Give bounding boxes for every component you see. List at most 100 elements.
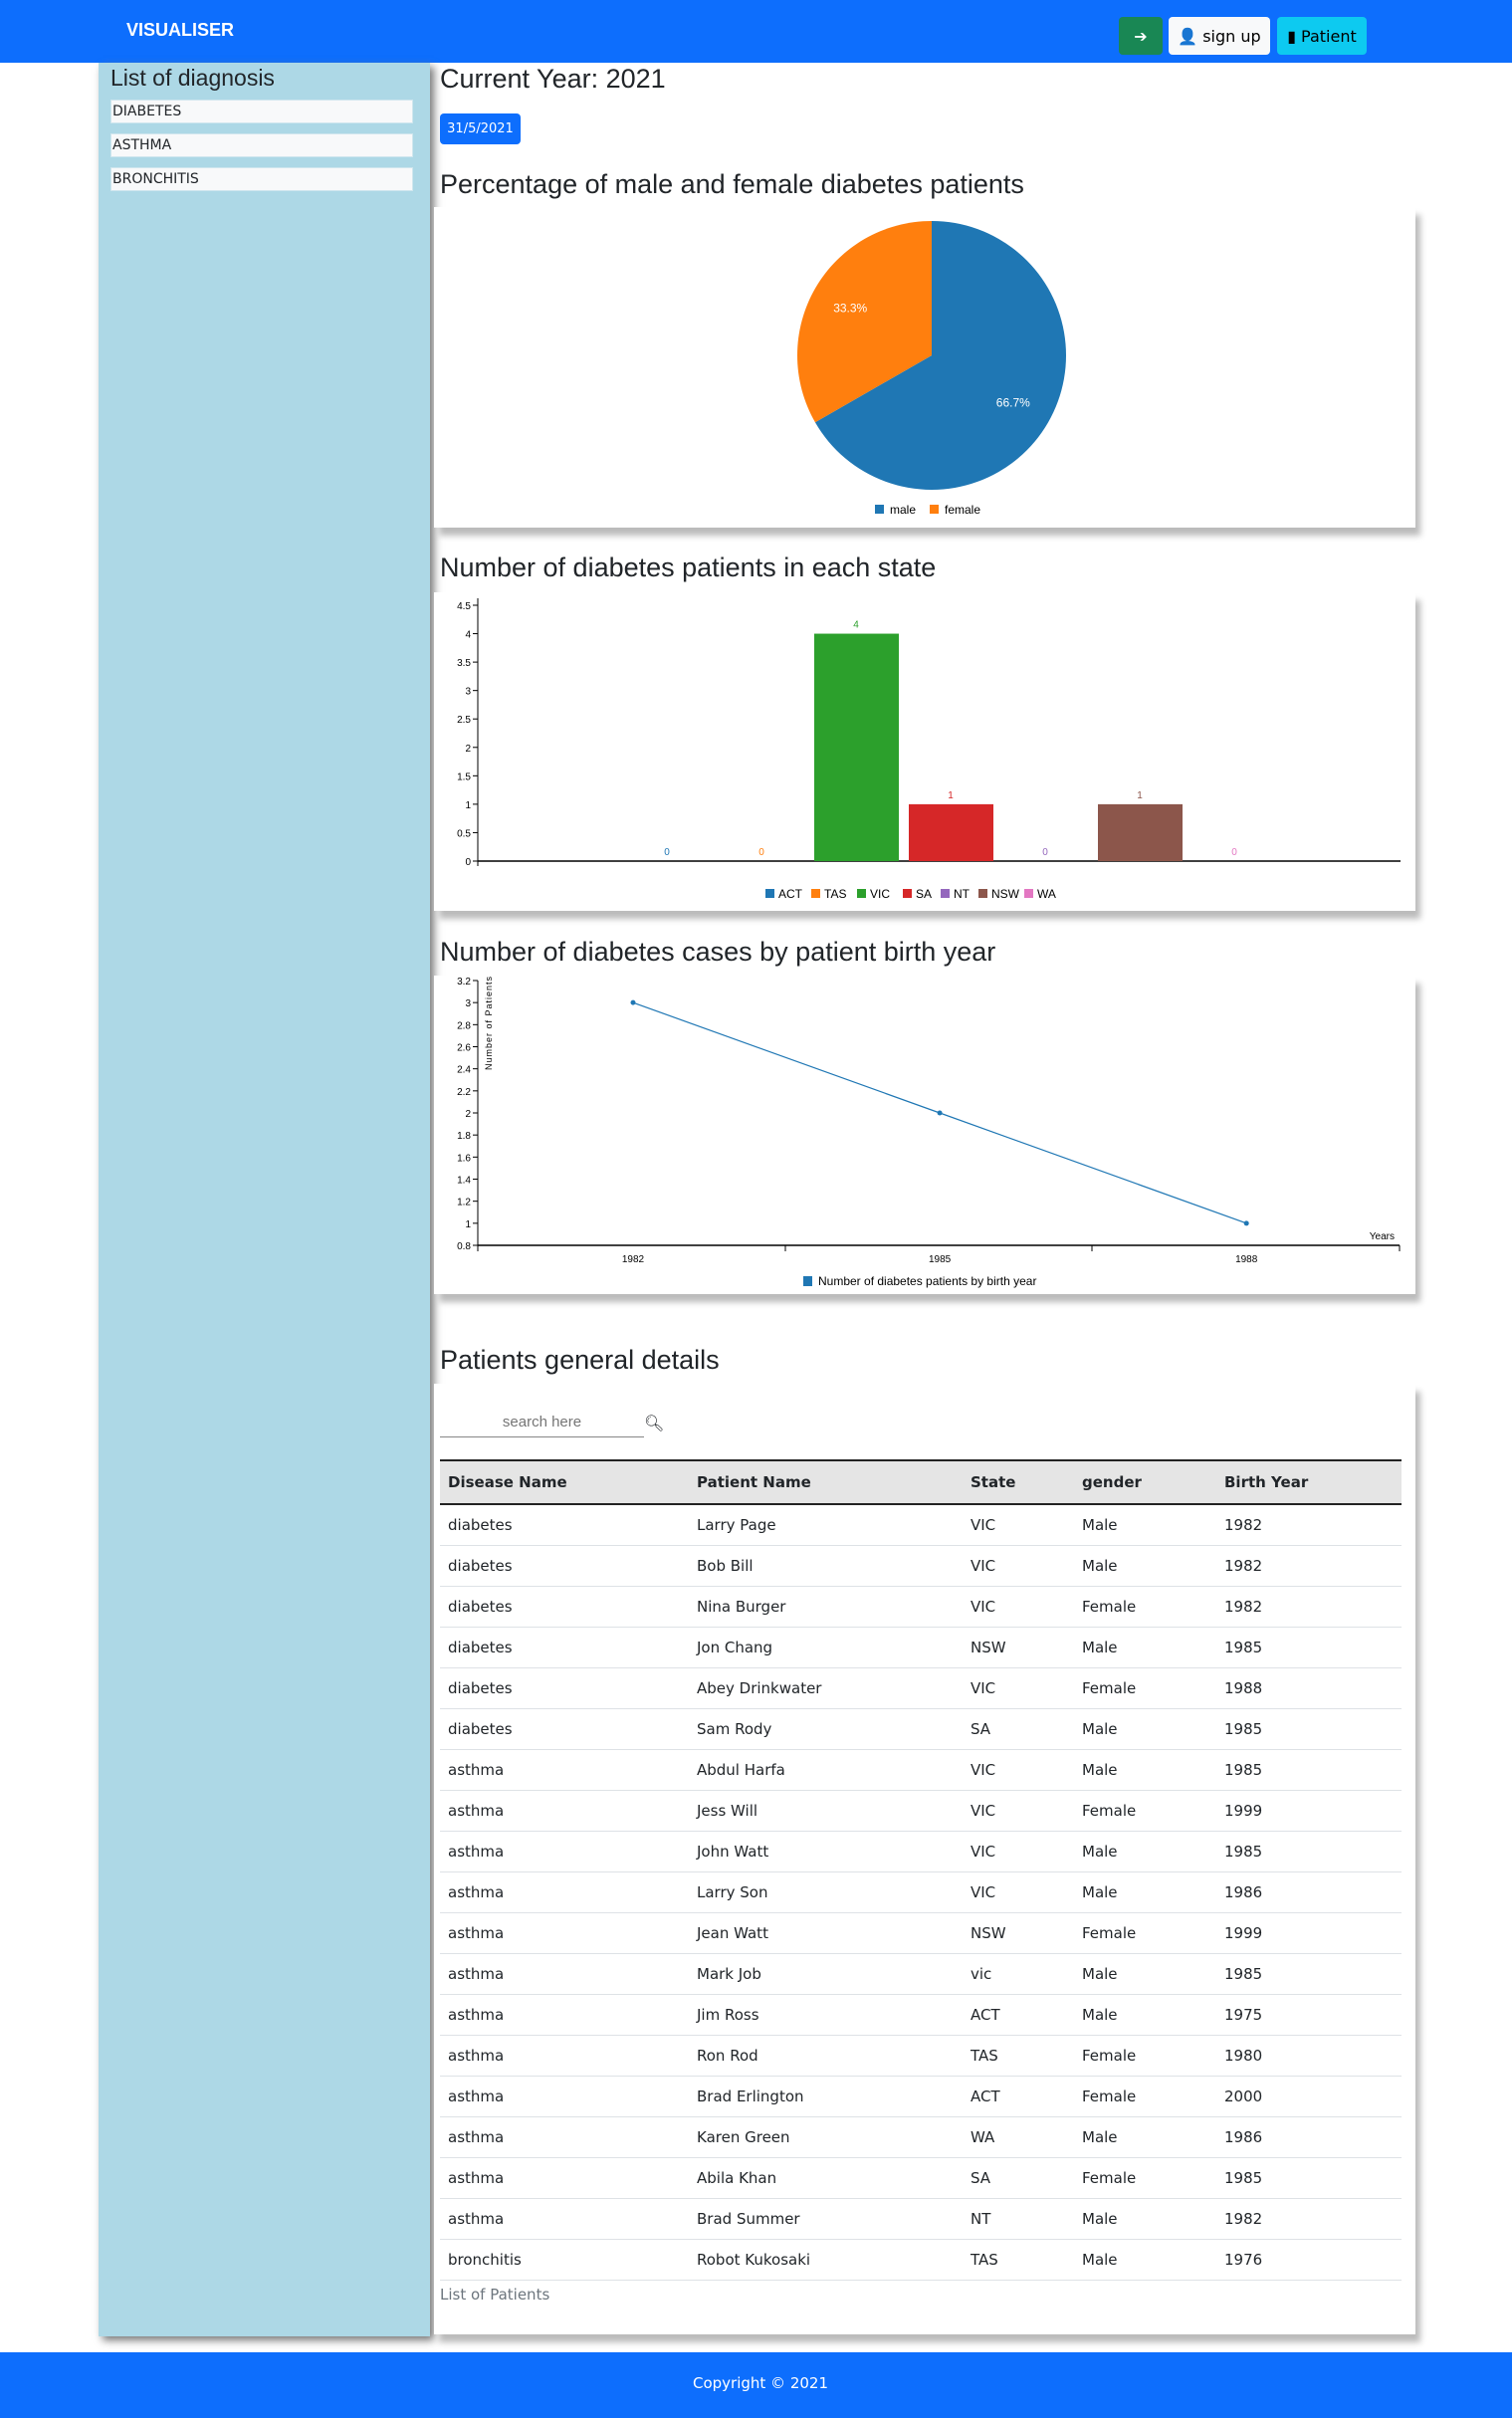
table-row[interactable]: diabetes Abey Drinkwater VIC Female 1988 bbox=[440, 1667, 1402, 1709]
table-cell: asthma bbox=[440, 1912, 689, 1954]
table-row[interactable]: asthma Jim Ross ACT Male 1975 bbox=[440, 1994, 1402, 2036]
table-row[interactable]: diabetes Nina Burger VIC Female 1982 bbox=[440, 1586, 1402, 1628]
table-cell: asthma bbox=[440, 2076, 689, 2117]
table-row[interactable]: asthma Karen Green WA Male 1986 bbox=[440, 2116, 1402, 2158]
pie-slice-female bbox=[797, 221, 932, 423]
bar-SA bbox=[909, 803, 993, 861]
table-cell: diabetes bbox=[440, 1667, 689, 1709]
table-cell: Jim Ross bbox=[689, 1994, 963, 2036]
legend-swatch bbox=[857, 889, 866, 898]
y-tick-label: 1 bbox=[465, 800, 471, 811]
bar-value-label: 4 bbox=[853, 620, 859, 631]
table-row[interactable]: asthma Brad Erlington ACT Female 2000 bbox=[440, 2076, 1402, 2117]
table-row[interactable]: asthma Abila Khan SA Female 1985 bbox=[440, 2157, 1402, 2199]
legend-swatch bbox=[765, 889, 774, 898]
column-header[interactable]: State bbox=[963, 1459, 1074, 1505]
table-cell: Abila Khan bbox=[689, 2157, 963, 2199]
legend-swatch bbox=[811, 889, 820, 898]
table-row[interactable]: asthma Abdul Harfa VIC Male 1985 bbox=[440, 1749, 1402, 1791]
data-point bbox=[1243, 1220, 1249, 1226]
signup-button[interactable]: 👤 sign up bbox=[1169, 17, 1270, 55]
table-cell: Male bbox=[1074, 1749, 1216, 1791]
table-row[interactable]: asthma Jean Watt NSW Female 1999 bbox=[440, 1912, 1402, 1954]
table-row[interactable]: diabetes Jon Chang NSW Male 1985 bbox=[440, 1627, 1402, 1668]
column-header[interactable]: Patient Name bbox=[689, 1459, 963, 1505]
patients-table: Disease Name Patient Name State gender Birth… bbox=[440, 1459, 1402, 2281]
y-tick-label: 4 bbox=[465, 630, 471, 641]
pie-value-label: 66.7% bbox=[996, 395, 1030, 409]
bar-card: 0 0.5 1 1.5 2 2.5 3 3.5 4 4.5 0 0 4 1 0 1 0 ACT TAS VIC SA NT… bbox=[434, 592, 1415, 911]
table-row[interactable]: asthma Larry Son VIC Male 1986 bbox=[440, 1871, 1402, 1913]
column-header[interactable]: gender bbox=[1074, 1459, 1216, 1505]
pie-title: Percentage of male and female diabetes p… bbox=[440, 169, 1024, 199]
sidebar-item-asthma[interactable]: ASTHMA bbox=[110, 133, 413, 157]
table-row[interactable]: asthma John Watt VIC Male 1985 bbox=[440, 1831, 1402, 1872]
table-cell: Female bbox=[1074, 1912, 1216, 1954]
login-button[interactable]: ➔ bbox=[1119, 17, 1163, 55]
bar-value-label: 1 bbox=[948, 790, 954, 801]
table-cell: 1985 bbox=[1216, 1708, 1402, 1750]
legend-label: ACT bbox=[778, 887, 803, 901]
y-tick-label: 1.4 bbox=[457, 1176, 471, 1187]
patient-button[interactable]: ▮ Patient bbox=[1277, 17, 1367, 55]
table-cell: SA bbox=[963, 2157, 1074, 2199]
table-cell: Brad Summer bbox=[689, 2198, 963, 2240]
line-title: Number of diabetes cases by patient birt… bbox=[440, 937, 996, 967]
table-cell: asthma bbox=[440, 1953, 689, 1995]
bar-value-label: 0 bbox=[1231, 847, 1237, 858]
table-cell: asthma bbox=[440, 1749, 689, 1791]
search-icon[interactable]: 🔍︎ bbox=[644, 1414, 665, 1432]
brand-logo[interactable]: VISUALISER bbox=[126, 20, 235, 40]
signup-label: sign up bbox=[1202, 26, 1261, 46]
sidebar-item-diabetes[interactable]: DIABETES bbox=[110, 100, 413, 123]
y-tick-label: 2.6 bbox=[457, 1043, 471, 1054]
table-row[interactable]: asthma Ron Rod TAS Female 1980 bbox=[440, 2035, 1402, 2077]
table-cell: Female bbox=[1074, 1790, 1216, 1832]
search-input[interactable] bbox=[440, 1408, 644, 1437]
x-tick-label: 1982 bbox=[622, 1254, 645, 1265]
y-tick-label: 4.5 bbox=[457, 601, 471, 612]
legend-swatch bbox=[903, 889, 912, 898]
table-row[interactable]: bronchitis Robot Kukosaki TAS Male 1976 bbox=[440, 2239, 1402, 2281]
table-cell: diabetes bbox=[440, 1545, 689, 1587]
table-row[interactable]: diabetes Larry Page VIC Male 1982 bbox=[440, 1504, 1402, 1546]
y-tick-label: 1 bbox=[465, 1219, 471, 1230]
table-cell: Male bbox=[1074, 2116, 1216, 2158]
table-cell: VIC bbox=[963, 1586, 1074, 1628]
data-point bbox=[937, 1110, 943, 1116]
table-cell: diabetes bbox=[440, 1708, 689, 1750]
table-cell: 1982 bbox=[1216, 2198, 1402, 2240]
column-header[interactable]: Birth Year bbox=[1216, 1459, 1402, 1505]
legend-label: NT bbox=[954, 887, 971, 901]
table-cell: Female bbox=[1074, 2157, 1216, 2199]
y-tick-label: 0 bbox=[465, 857, 471, 868]
table-cell: VIC bbox=[963, 1831, 1074, 1872]
pie-card: 66.7% 33.3% male female bbox=[434, 207, 1415, 528]
table-cell: 1986 bbox=[1216, 1871, 1402, 1913]
table-caption: List of Patients bbox=[440, 2286, 550, 2304]
table-cell: 1985 bbox=[1216, 1831, 1402, 1872]
table-header-row: Disease Name Patient Name State gender Birth… bbox=[440, 1459, 1402, 1505]
current-year: Current Year: 2021 bbox=[440, 64, 666, 94]
table-cell: Male bbox=[1074, 1545, 1216, 1587]
table-row[interactable]: asthma Jess Will VIC Female 1999 bbox=[440, 1790, 1402, 1832]
pie-slice-male bbox=[814, 221, 1066, 490]
table-cell: Larry Page bbox=[689, 1504, 963, 1546]
table-cell: ACT bbox=[963, 1994, 1074, 2036]
bar-NSW bbox=[1098, 803, 1183, 861]
table-cell: asthma bbox=[440, 1871, 689, 1913]
table-row[interactable]: asthma Mark Job vic Male 1985 bbox=[440, 1953, 1402, 1995]
table-cell: Male bbox=[1074, 1627, 1216, 1668]
table-row[interactable]: diabetes Bob Bill VIC Male 1982 bbox=[440, 1545, 1402, 1587]
y-axis-label: Number of Patients bbox=[484, 976, 494, 1070]
date-badge: 31/5/2021 bbox=[440, 113, 521, 144]
table-row[interactable]: diabetes Sam Rody SA Male 1985 bbox=[440, 1708, 1402, 1750]
table-cell: asthma bbox=[440, 1831, 689, 1872]
table-cell: VIC bbox=[963, 1667, 1074, 1709]
sidebar-item-bronchitis[interactable]: BRONCHITIS bbox=[110, 167, 413, 191]
column-header[interactable]: Disease Name bbox=[440, 1459, 689, 1505]
sign-in-icon: ➔ bbox=[1134, 26, 1148, 46]
pie-value-label: 33.3% bbox=[833, 302, 867, 316]
table-row[interactable]: asthma Brad Summer NT Male 1982 bbox=[440, 2198, 1402, 2240]
y-tick-label: 2 bbox=[465, 1109, 471, 1120]
